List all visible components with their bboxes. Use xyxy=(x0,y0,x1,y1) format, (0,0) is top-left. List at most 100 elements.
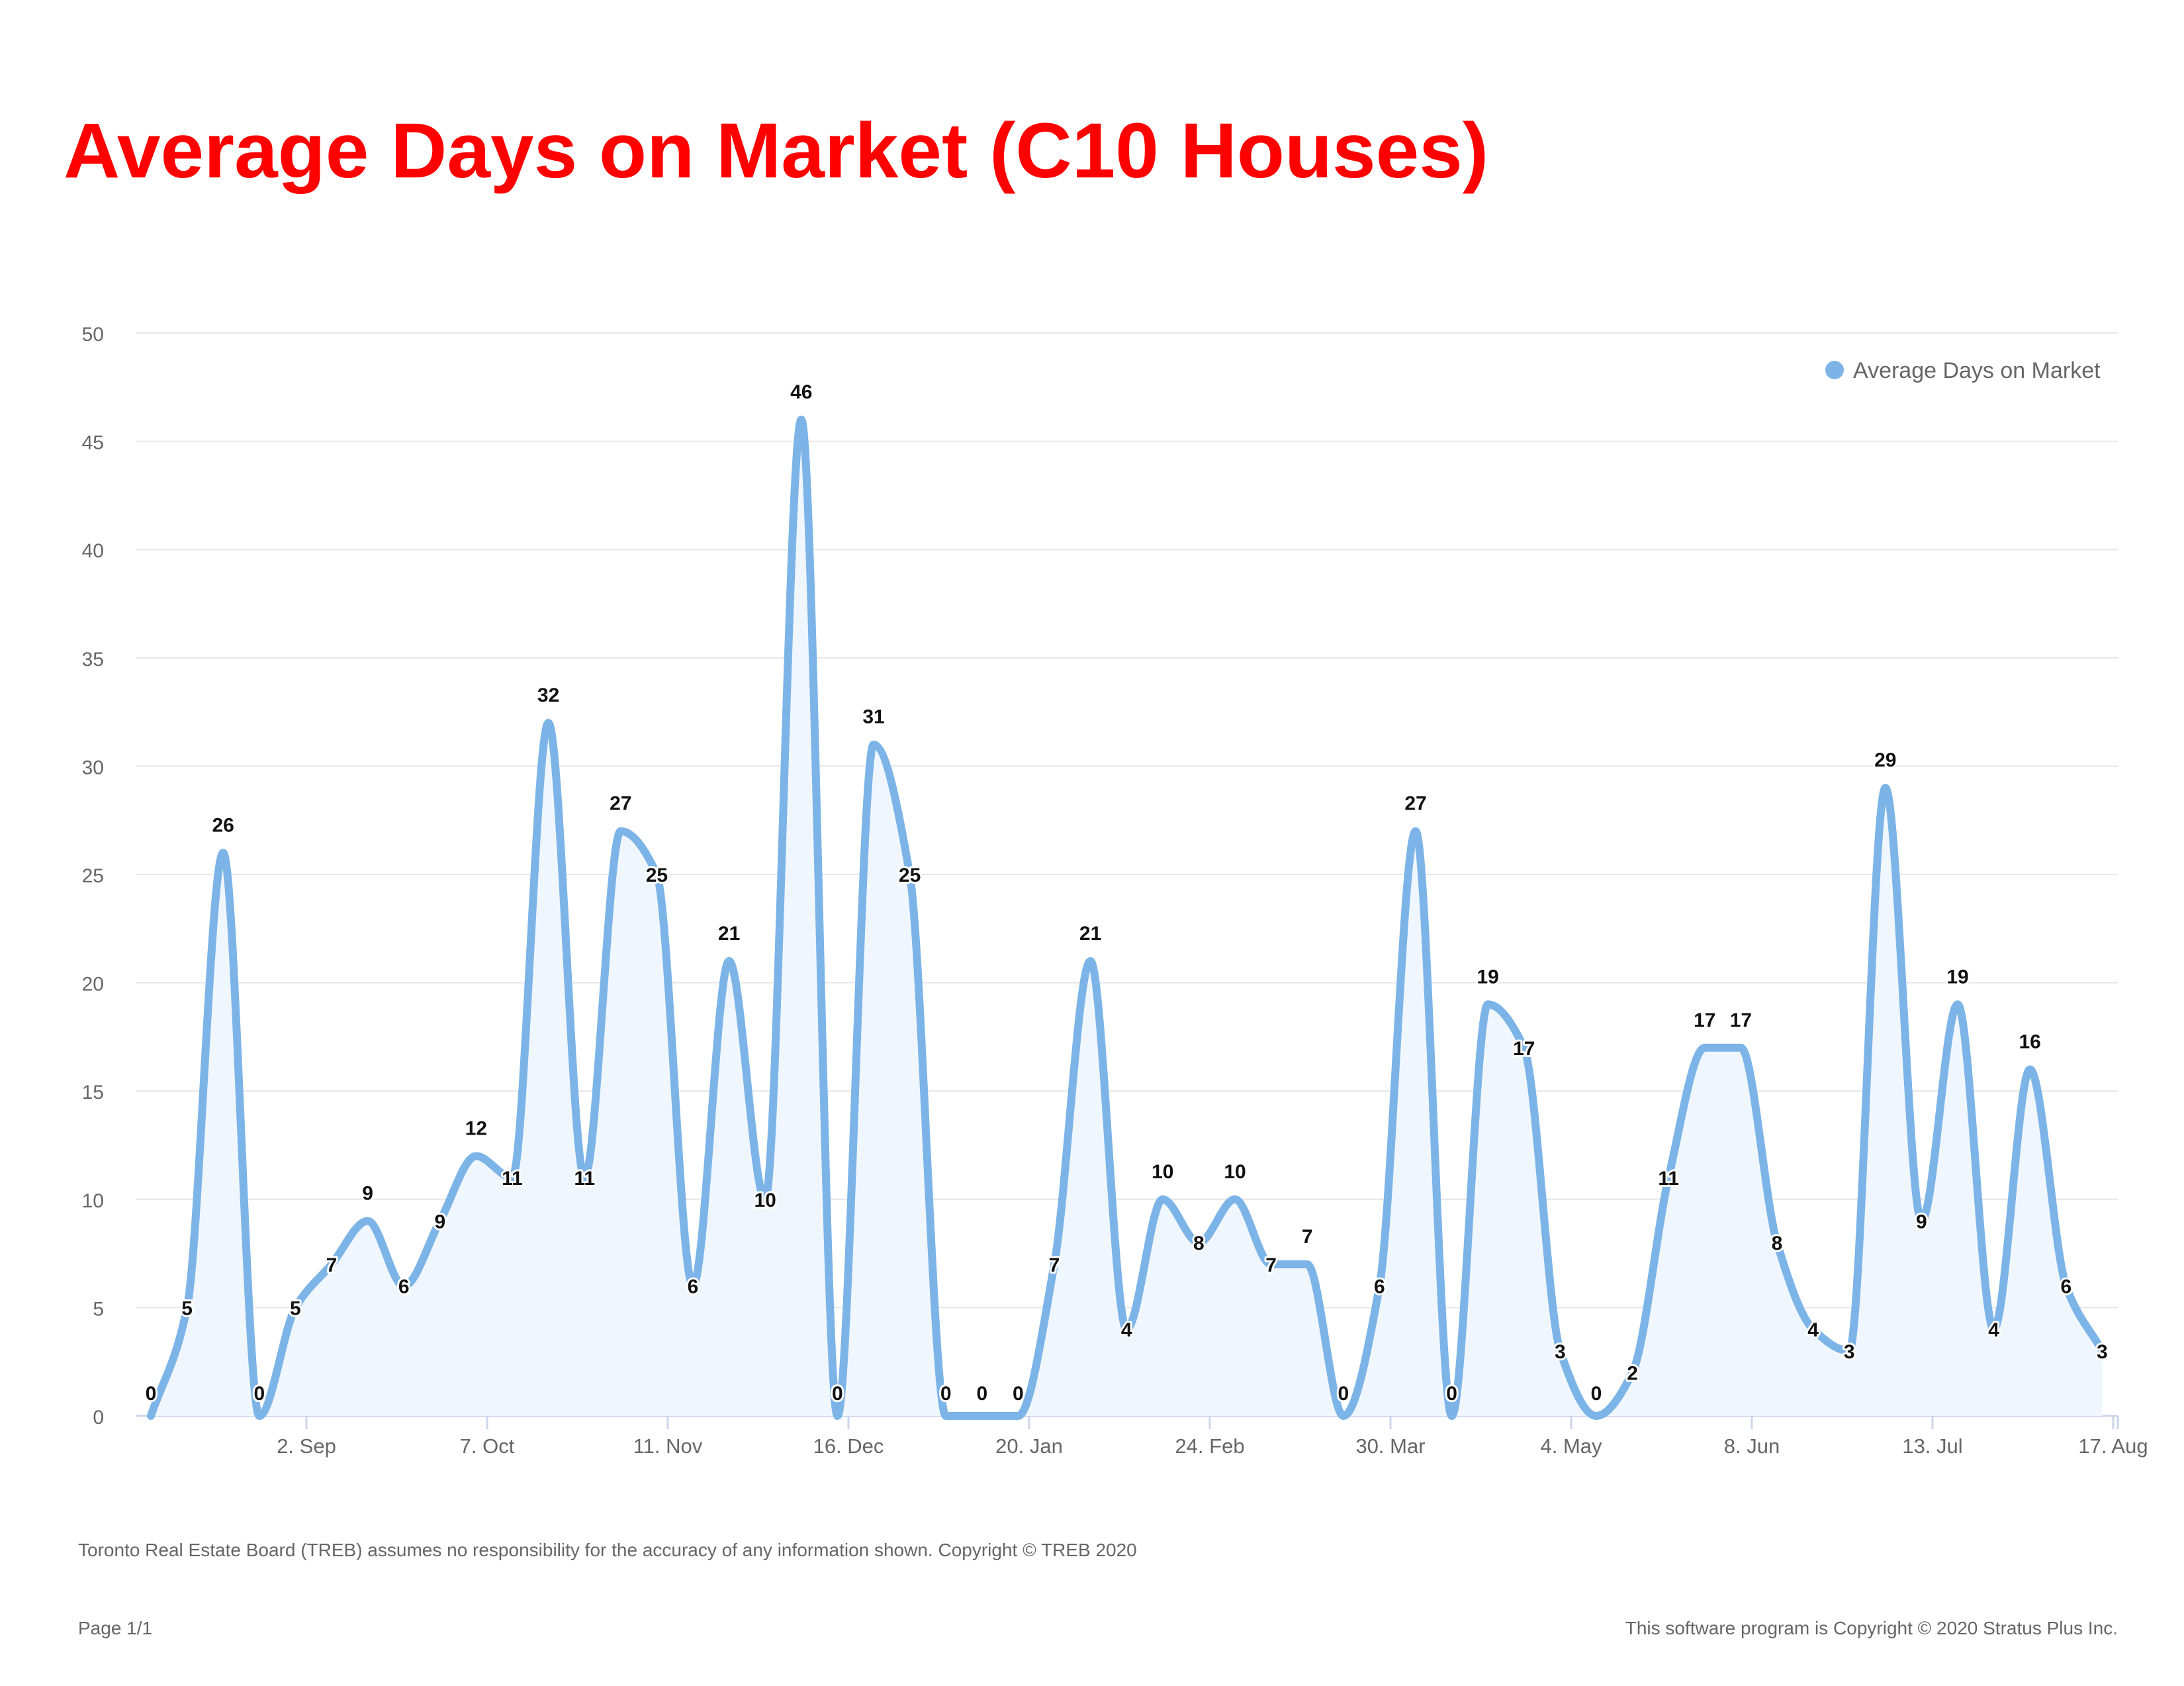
data-label: 0 xyxy=(253,1383,265,1405)
data-label: 3 xyxy=(1555,1341,1566,1363)
data-label: 4 xyxy=(1121,1319,1132,1341)
legend-marker xyxy=(1825,361,1844,379)
data-label-halo: 0 xyxy=(940,1383,952,1405)
data-label: 9 xyxy=(434,1211,445,1233)
data-label-halo: 16 xyxy=(2019,1031,2041,1053)
data-label-halo: 2 xyxy=(1627,1363,1638,1385)
data-label-halo: 4 xyxy=(1807,1319,1819,1341)
data-label: 19 xyxy=(1477,966,1499,988)
y-axis-tick-labels: 0 5 10 15 20 25 30 35 40 45 50 xyxy=(82,324,104,1428)
x-tick-label: 24. Feb xyxy=(1175,1434,1244,1458)
data-label-halo: 4 xyxy=(1988,1319,1999,1341)
data-label: 5 xyxy=(181,1297,193,1319)
x-tick-label: 17. Aug xyxy=(2078,1434,2148,1458)
data-label: 0 xyxy=(146,1383,157,1405)
data-label-halo: 10 xyxy=(1224,1161,1246,1183)
x-tick-label: 4. May xyxy=(1540,1434,1602,1458)
chart-title: Average Days on Market (C10 Houses) xyxy=(64,107,1489,195)
data-label: 7 xyxy=(1265,1254,1277,1276)
x-tick-label: 2. Sep xyxy=(277,1434,336,1458)
data-label-halo: 3 xyxy=(1844,1341,1855,1363)
y-tick-label: 50 xyxy=(82,324,104,346)
data-label-halo: 0 xyxy=(832,1383,843,1405)
data-label: 5 xyxy=(290,1297,301,1319)
data-label-halo: 6 xyxy=(1374,1276,1385,1298)
x-tick-label: 7. Oct xyxy=(460,1434,515,1458)
x-tick-label: 13. Jul xyxy=(1902,1434,1962,1458)
data-label-halo: 17 xyxy=(1694,1009,1715,1031)
data-label: 26 xyxy=(212,814,234,836)
x-tick-label: 8. Jun xyxy=(1724,1434,1780,1458)
data-label-halo: 6 xyxy=(688,1276,699,1298)
data-label-halo: 32 xyxy=(537,684,559,706)
grid-lines xyxy=(136,332,2118,1309)
data-label-halo: 11 xyxy=(502,1168,523,1190)
data-label-halo: 19 xyxy=(1946,966,1968,988)
x-tick-label: 11. Nov xyxy=(633,1434,703,1458)
data-label-halo: 9 xyxy=(434,1211,445,1233)
data-label-halo: 8 xyxy=(1772,1233,1783,1254)
data-label: 21 xyxy=(718,923,740,945)
data-label: 0 xyxy=(940,1383,952,1405)
data-label-halo: 0 xyxy=(1591,1383,1602,1405)
series-area-fill xyxy=(151,419,2103,1416)
data-label: 17 xyxy=(1694,1009,1715,1031)
disclaimer-text: Toronto Real Estate Board (TREB) assumes… xyxy=(78,1540,1137,1560)
data-label: 19 xyxy=(1946,966,1968,988)
data-label: 6 xyxy=(2060,1276,2071,1298)
y-tick-label: 5 xyxy=(93,1298,104,1320)
data-label: 0 xyxy=(976,1383,987,1405)
data-label: 11 xyxy=(574,1168,595,1190)
data-label: 25 xyxy=(899,865,921,886)
data-label: 3 xyxy=(1844,1341,1855,1363)
data-label: 10 xyxy=(1152,1161,1173,1183)
data-label-halo: 0 xyxy=(976,1383,987,1405)
data-label-halo: 6 xyxy=(398,1276,410,1298)
data-label: 4 xyxy=(1807,1319,1819,1341)
data-label: 27 xyxy=(1404,793,1426,815)
software-copyright: This software program is Copyright © 202… xyxy=(1625,1618,2118,1638)
data-label: 0 xyxy=(1446,1383,1457,1405)
data-label-halo: 3 xyxy=(1555,1341,1566,1363)
data-label-halo: 31 xyxy=(862,706,884,728)
data-label-halo: 7 xyxy=(1302,1226,1313,1248)
data-label: 10 xyxy=(1224,1161,1246,1183)
data-label-halo: 0 xyxy=(1338,1383,1349,1405)
data-label-halo: 12 xyxy=(465,1117,487,1139)
data-label-halo: 6 xyxy=(2060,1276,2071,1298)
y-tick-label: 40 xyxy=(82,540,104,562)
legend-label: Average Days on Market xyxy=(1853,358,2101,383)
data-label: 6 xyxy=(1374,1276,1385,1298)
data-label: 25 xyxy=(646,865,668,886)
data-label-halo: 9 xyxy=(1916,1211,1927,1233)
data-label: 12 xyxy=(465,1117,487,1139)
data-label-halo: 25 xyxy=(646,865,668,886)
data-label-halo: 19 xyxy=(1477,966,1499,988)
data-label: 4 xyxy=(1988,1319,1999,1341)
data-label-halo: 11 xyxy=(574,1168,595,1190)
legend[interactable]: Average Days on Market xyxy=(1825,358,2101,383)
data-label-halo: 10 xyxy=(1152,1161,1173,1183)
data-label: 6 xyxy=(688,1276,699,1298)
data-label-halo: 27 xyxy=(1404,793,1426,815)
data-label: 31 xyxy=(862,706,884,728)
data-label: 7 xyxy=(1302,1226,1313,1248)
data-label-halo: 3 xyxy=(2097,1341,2108,1363)
data-label: 10 xyxy=(754,1190,776,1211)
data-label: 17 xyxy=(1513,1038,1535,1060)
data-label: 32 xyxy=(537,684,559,706)
data-label-halo: 0 xyxy=(1446,1383,1457,1405)
data-label-halo: 29 xyxy=(1874,749,1896,771)
page-number: Page 1/1 xyxy=(78,1618,153,1638)
data-label: 9 xyxy=(362,1183,373,1205)
x-axis: 2. Sep 7. Oct 11. Nov 16. Dec 20. Jan 24. Feb… xyxy=(136,1415,2148,1458)
data-label: 9 xyxy=(1916,1211,1927,1233)
data-label-halo: 0 xyxy=(1013,1383,1024,1405)
data-label-halo: 17 xyxy=(1513,1038,1535,1060)
data-label: 0 xyxy=(1591,1383,1602,1405)
data-label-halo: 21 xyxy=(1079,923,1101,945)
data-label: 8 xyxy=(1193,1233,1205,1254)
y-tick-label: 0 xyxy=(93,1407,104,1428)
data-label-halo: 21 xyxy=(718,923,740,945)
